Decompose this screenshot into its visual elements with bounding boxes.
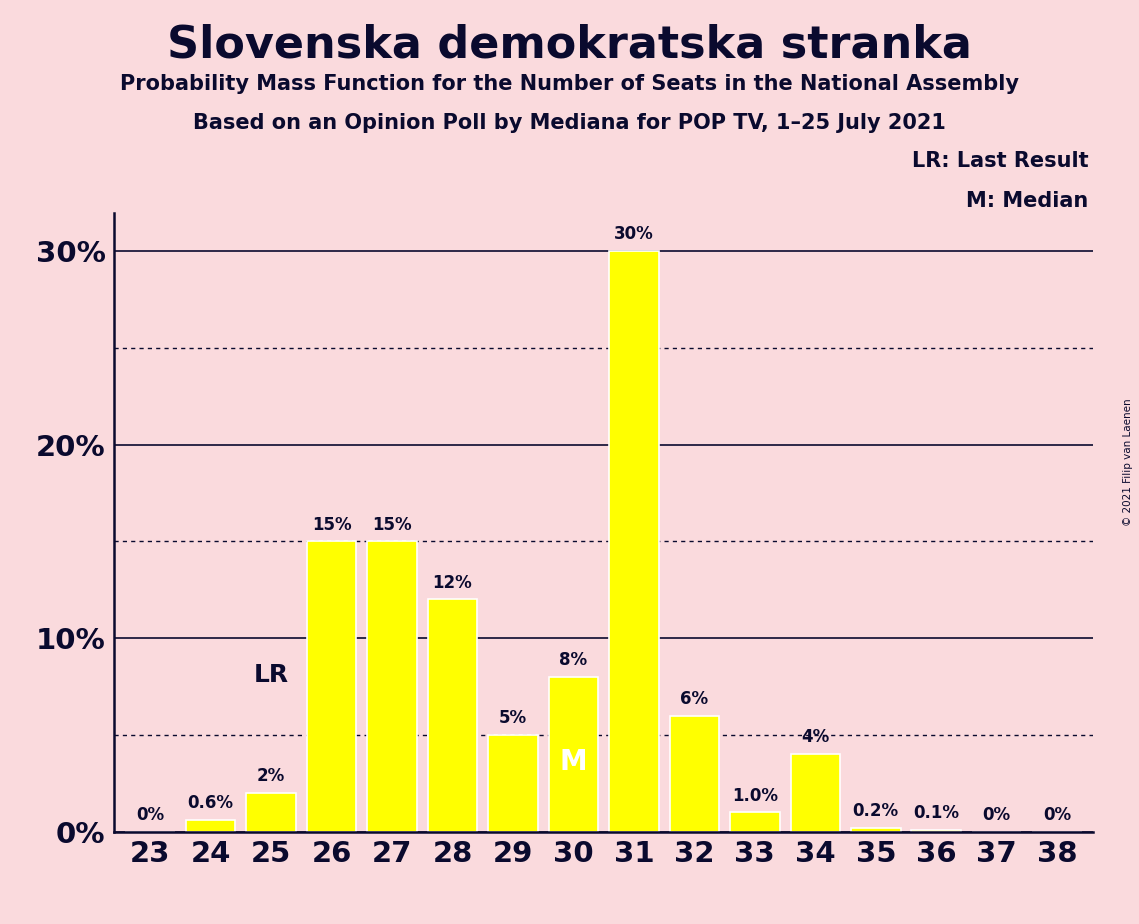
Text: 15%: 15%: [312, 516, 352, 534]
Text: 12%: 12%: [433, 574, 473, 591]
Text: M: Median: M: Median: [966, 191, 1089, 211]
Bar: [670, 715, 719, 832]
Bar: [790, 754, 841, 832]
Text: Slovenska demokratska stranka: Slovenska demokratska stranka: [167, 23, 972, 67]
Bar: [186, 820, 236, 832]
Text: 8%: 8%: [559, 651, 588, 669]
Text: 0%: 0%: [1043, 806, 1071, 824]
Text: 0.2%: 0.2%: [853, 802, 899, 820]
Bar: [609, 251, 658, 832]
Text: 30%: 30%: [614, 225, 654, 244]
Bar: [367, 541, 417, 832]
Bar: [730, 812, 779, 832]
Text: 1.0%: 1.0%: [732, 786, 778, 805]
Bar: [911, 830, 961, 832]
Bar: [489, 735, 538, 832]
Text: 5%: 5%: [499, 709, 527, 727]
Text: LR: Last Result: LR: Last Result: [912, 151, 1089, 171]
Text: Probability Mass Function for the Number of Seats in the National Assembly: Probability Mass Function for the Number…: [120, 74, 1019, 94]
Text: 6%: 6%: [680, 690, 708, 708]
Text: © 2021 Filip van Laenen: © 2021 Filip van Laenen: [1123, 398, 1133, 526]
Text: LR: LR: [254, 663, 288, 687]
Text: 0.6%: 0.6%: [188, 795, 233, 812]
Bar: [851, 828, 901, 832]
Text: 0%: 0%: [983, 806, 1010, 824]
Text: Based on an Opinion Poll by Mediana for POP TV, 1–25 July 2021: Based on an Opinion Poll by Mediana for …: [194, 113, 945, 133]
Bar: [549, 676, 598, 832]
Text: 4%: 4%: [801, 728, 829, 747]
Bar: [428, 600, 477, 832]
Text: 2%: 2%: [257, 767, 285, 785]
Text: 15%: 15%: [372, 516, 412, 534]
Text: M: M: [559, 748, 588, 776]
Text: 0.1%: 0.1%: [913, 804, 959, 822]
Bar: [306, 541, 357, 832]
Text: 0%: 0%: [137, 806, 164, 824]
Bar: [246, 793, 296, 832]
